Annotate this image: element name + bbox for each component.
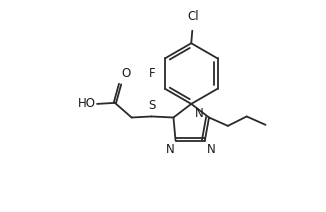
Text: S: S xyxy=(148,99,155,112)
Text: N: N xyxy=(206,143,215,156)
Text: F: F xyxy=(149,67,156,80)
Text: N: N xyxy=(195,107,204,120)
Text: O: O xyxy=(122,67,131,80)
Text: HO: HO xyxy=(77,97,96,110)
Text: N: N xyxy=(166,143,174,156)
Text: Cl: Cl xyxy=(187,10,199,23)
